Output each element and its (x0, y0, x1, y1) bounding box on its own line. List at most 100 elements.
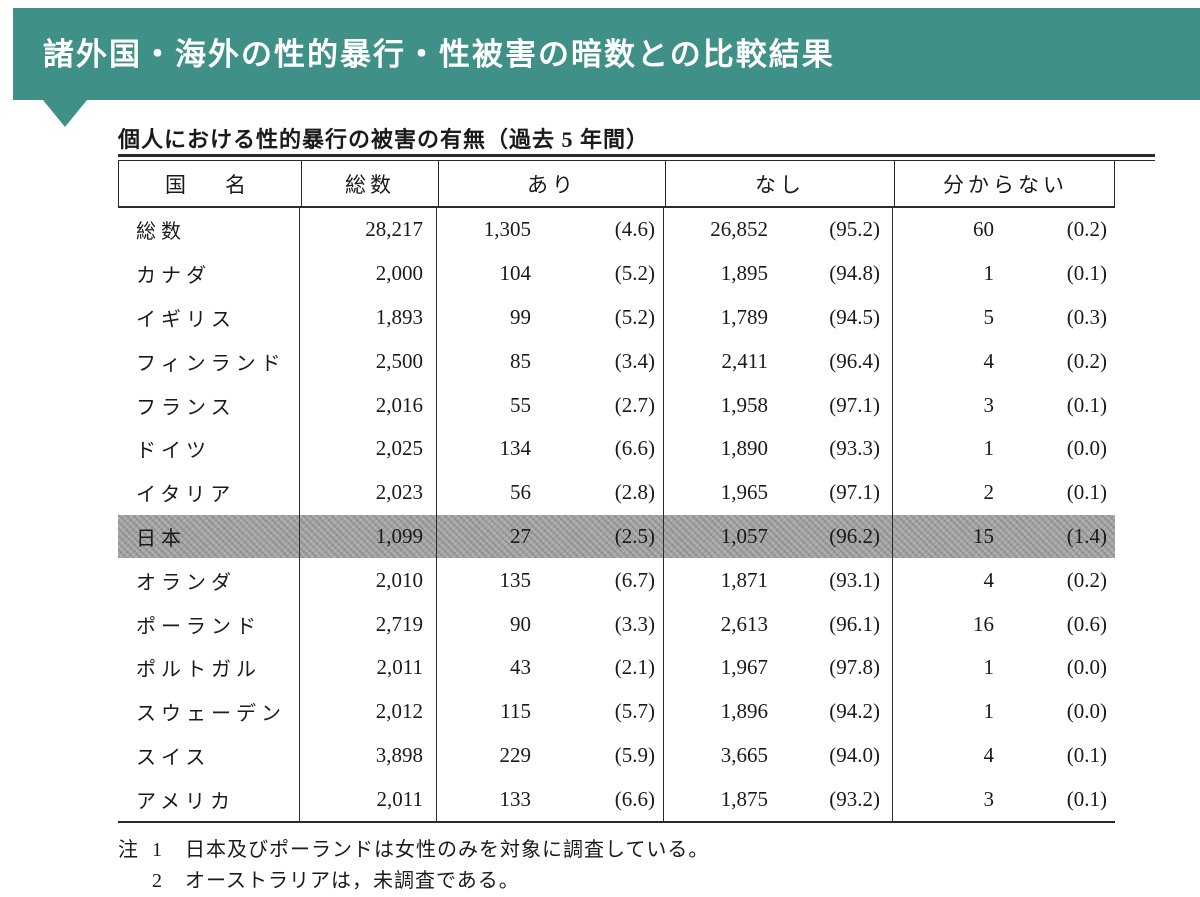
cell-total: 1,893 (300, 295, 437, 340)
header-country: 国 名 (165, 172, 255, 197)
cell-total: 2,011 (300, 645, 437, 690)
cell-nashi-pct: (93.1) (780, 558, 893, 603)
cell-wakaranai-pct: (0.1) (1066, 786, 1107, 811)
cell-ari-pct: (5.2) (545, 251, 664, 296)
cell-nashi-count: 1,871 (720, 567, 768, 592)
cell-nashi-count: 1,958 (720, 392, 768, 417)
cell-ari-count: 56 (510, 480, 531, 505)
cell-wakaranai-pct: (1.4) (1066, 523, 1107, 548)
cell-ari-pct: (5.2) (545, 295, 664, 340)
cell-nashi-pct: (96.1) (780, 602, 893, 646)
cell-ari-count: 134 (499, 436, 532, 461)
cell-country: アメリカ (118, 777, 300, 822)
cell-country: 総数 (118, 208, 300, 252)
cell-ari-count: 99 (510, 304, 531, 329)
cell-wakaranai-pct: (0.1) (1066, 261, 1107, 286)
cell-country: 日本 (118, 514, 300, 559)
cell-nashi-count: 1,896 (720, 699, 768, 724)
cell-nashi-count: 1,890 (720, 436, 768, 461)
header-nashi: なし (665, 161, 894, 206)
cell-nashi-pct: (93.3) (780, 426, 893, 471)
cell-wakaranai-pct: (0.1) (1066, 742, 1107, 767)
cell-wakaranai-count: 1 (983, 261, 995, 286)
cell-total: 2,012 (300, 689, 437, 734)
cell-total: 1,099 (300, 514, 437, 559)
cell-country: ポルトガル (118, 645, 300, 690)
cell-wakaranai-pct: (0.2) (1066, 567, 1107, 592)
cell-wakaranai-pct: (0.0) (1066, 655, 1107, 680)
cell-total: 2,500 (300, 339, 437, 384)
table-row: アメリカ 2,011 133 (6.6) 1,875 (93.2) 3 (0.1) (118, 777, 1115, 822)
cell-ari-pct: (2.5) (545, 514, 664, 559)
cell-wakaranai-pct: (0.2) (1066, 348, 1107, 373)
cell-ari-count: 85 (510, 348, 531, 373)
cell-total: 2,025 (300, 426, 437, 471)
cell-country: イギリス (118, 295, 300, 340)
cell-country: イタリア (118, 470, 300, 515)
cell-nashi-pct: (97.8) (780, 645, 893, 690)
cell-wakaranai-pct: (0.3) (1066, 304, 1107, 329)
cell-total: 2,010 (300, 558, 437, 603)
cell-wakaranai-count: 2 (983, 480, 995, 505)
cell-nashi-count: 26,852 (710, 217, 768, 242)
cell-ari-pct: (2.1) (545, 645, 664, 690)
cell-ari-count: 135 (499, 567, 532, 592)
cell-total: 2,023 (300, 470, 437, 515)
cell-nashi-count: 1,967 (720, 655, 768, 680)
cell-ari-pct: (6.6) (545, 777, 664, 822)
header-wakaranai: 分からない (894, 161, 1116, 206)
slide-title-banner: 諸外国・海外の性的暴行・性被害の暗数との比較結果 (13, 8, 1200, 100)
cell-country: ポーランド (118, 602, 300, 646)
cell-total: 2,016 (300, 383, 437, 427)
cell-total: 3,898 (300, 733, 437, 778)
note-marker: 注 (118, 839, 139, 862)
cell-nashi-count: 1,965 (720, 480, 768, 505)
table-row: ドイツ 2,025 134 (6.6) 1,890 (93.3) 1 (0.0) (118, 426, 1115, 471)
cell-ari-pct: (5.9) (545, 733, 664, 778)
cell-country: スイス (118, 733, 300, 778)
cell-wakaranai-pct: (0.0) (1066, 436, 1107, 461)
cell-country: スウェーデン (118, 689, 300, 734)
cell-nashi-pct: (96.4) (780, 339, 893, 384)
cell-ari-count: 27 (510, 523, 531, 548)
header-total: 総数 (301, 161, 438, 206)
cell-ari-count: 104 (499, 261, 532, 286)
cell-country: ドイツ (118, 426, 300, 471)
cell-total: 2,011 (300, 777, 437, 822)
banner-pointer-tail (43, 100, 87, 127)
cell-nashi-count: 3,665 (720, 742, 768, 767)
cell-wakaranai-count: 60 (973, 217, 994, 242)
cell-country: フランス (118, 383, 300, 427)
note-marker (118, 866, 152, 897)
cell-ari-pct: (4.6) (545, 208, 664, 252)
table-row: フィンランド 2,500 85 (3.4) 2,411 (96.4) 4 (0.2) (118, 339, 1115, 384)
cell-total: 2,000 (300, 251, 437, 296)
cell-ari-pct: (6.6) (545, 426, 664, 471)
cell-nashi-pct: (94.2) (780, 689, 893, 734)
cell-country: フィンランド (118, 339, 300, 384)
cell-ari-pct: (3.3) (545, 602, 664, 646)
cell-country: カナダ (118, 251, 300, 296)
table-header-row: 国 名 総数 あり なし 分からない (118, 161, 1115, 208)
table-row: 総数 28,217 1,305 (4.6) 26,852 (95.2) 60 (0.2) (118, 208, 1115, 252)
cell-ari-count: 43 (510, 655, 531, 680)
table-row: オランダ 2,010 135 (6.7) 1,871 (93.1) 4 (0.2) (118, 558, 1115, 603)
cell-ari-count: 90 (510, 611, 531, 636)
table-notes: 注 1 日本及びポーランドは女性のみを対象に調査している。 2 オーストラリアは… (118, 835, 1115, 897)
cell-wakaranai-count: 4 (983, 348, 995, 373)
cell-wakaranai-pct: (0.1) (1066, 392, 1107, 417)
cell-nashi-count: 1,895 (720, 261, 768, 286)
slide-title: 諸外国・海外の性的暴行・性被害の暗数との比較結果 (43, 36, 835, 72)
cell-wakaranai-pct: (0.1) (1066, 480, 1107, 505)
cell-wakaranai-count: 1 (983, 655, 995, 680)
cell-total: 28,217 (300, 208, 437, 252)
cell-nashi-pct: (97.1) (780, 470, 893, 515)
cell-nashi-pct: (96.2) (780, 514, 893, 559)
cell-nashi-count: 1,789 (720, 304, 768, 329)
cell-wakaranai-pct: (0.2) (1066, 217, 1107, 242)
cell-nashi-pct: (93.2) (780, 777, 893, 822)
cell-wakaranai-pct: (0.6) (1066, 611, 1107, 636)
note-line-2: 2 オーストラリアは，未調査である。 (118, 866, 1115, 897)
cell-wakaranai-count: 4 (983, 567, 995, 592)
table-row: ポーランド 2,719 90 (3.3) 2,613 (96.1) 16 (0.6) (118, 602, 1115, 646)
